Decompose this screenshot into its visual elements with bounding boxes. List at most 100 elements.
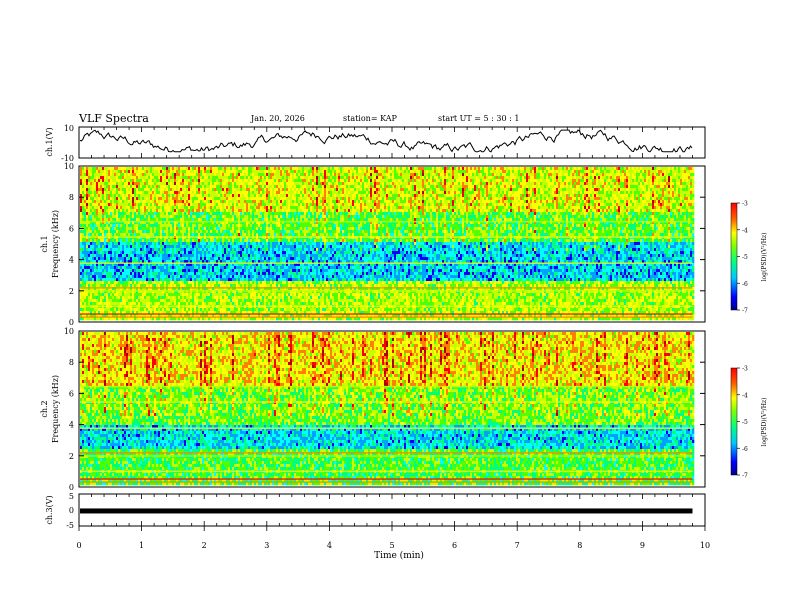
spectrogram-cell bbox=[120, 308, 122, 311]
spectrogram-cell bbox=[104, 302, 106, 305]
spectrogram-cell bbox=[88, 278, 90, 281]
spectrogram-cell bbox=[110, 233, 112, 236]
spectrogram-cell bbox=[114, 278, 116, 281]
spectrogram-cell bbox=[118, 227, 120, 230]
spectrogram-cell bbox=[110, 272, 112, 275]
spectrogram-cell bbox=[112, 185, 114, 188]
spectrogram-cell bbox=[84, 191, 86, 194]
spectrogram-cell bbox=[90, 194, 92, 197]
spectrogram-cell bbox=[94, 224, 96, 227]
spectrogram-cell bbox=[108, 194, 110, 197]
spectrogram-cell bbox=[106, 227, 108, 230]
spectrogram-cell bbox=[100, 239, 102, 242]
spectrogram-cell bbox=[102, 245, 104, 248]
spectrogram-cell bbox=[98, 209, 100, 212]
spectrogram-cell bbox=[84, 200, 86, 203]
spectrogram-cell bbox=[108, 278, 110, 281]
spectrogram-cell bbox=[120, 296, 122, 299]
spectrogram-cell bbox=[82, 167, 84, 170]
spectrogram-cell bbox=[98, 194, 100, 197]
spectrogram-cell bbox=[110, 242, 112, 245]
spectrogram-cell bbox=[96, 239, 98, 242]
spectrogram-cell bbox=[92, 182, 94, 185]
spectrogram-cell bbox=[82, 254, 84, 257]
spectrogram-cell bbox=[104, 245, 106, 248]
spectrogram-cell bbox=[116, 200, 118, 203]
spectrogram-cell bbox=[104, 227, 106, 230]
spectrogram-cell bbox=[120, 206, 122, 209]
spectrogram-cell bbox=[90, 200, 92, 203]
spectrogram-cell bbox=[94, 251, 96, 254]
spectrogram-cell bbox=[102, 257, 104, 260]
spectrogram-cell bbox=[88, 293, 90, 296]
spectrogram-cell bbox=[94, 239, 96, 242]
spectrogram-cell bbox=[84, 308, 86, 311]
spectrogram-cell bbox=[108, 224, 110, 227]
spectrogram-cell bbox=[104, 251, 106, 254]
spectrogram-cell bbox=[90, 212, 92, 215]
spectrogram-cell bbox=[108, 284, 110, 287]
spectrogram-cell bbox=[86, 293, 88, 296]
spectrogram-cell bbox=[86, 194, 88, 197]
ch1-waveform-line bbox=[80, 130, 692, 152]
spectrogram-cell bbox=[98, 170, 100, 173]
spectrogram-cell bbox=[86, 209, 88, 212]
spectrogram-cell bbox=[90, 227, 92, 230]
spectrogram-cell bbox=[110, 167, 112, 170]
spectrogram-cell bbox=[80, 224, 82, 227]
spectrogram-cell bbox=[114, 194, 116, 197]
spectrogram-cell bbox=[82, 209, 84, 212]
spectrogram-cell bbox=[100, 182, 102, 185]
spectrogram-cell bbox=[104, 242, 106, 245]
spectrogram-cell bbox=[92, 206, 94, 209]
spectrogram-cell bbox=[116, 173, 118, 176]
spectrogram-cell bbox=[102, 296, 104, 299]
spectrogram-cell bbox=[120, 278, 122, 281]
spectrogram-cell bbox=[98, 284, 100, 287]
spectrogram-cell bbox=[114, 176, 116, 179]
spectrogram-cell bbox=[94, 284, 96, 287]
spectrogram-cell bbox=[92, 218, 94, 221]
spectrogram-cell bbox=[80, 242, 82, 245]
spectrogram-cell bbox=[86, 239, 88, 242]
spectrogram-cell bbox=[106, 197, 108, 200]
spectrogram-cell bbox=[94, 308, 96, 311]
spectrogram-cell bbox=[114, 299, 116, 302]
spectrogram-cell bbox=[94, 179, 96, 182]
spectrogram-cell bbox=[104, 215, 106, 218]
spectrogram-cell bbox=[84, 239, 86, 242]
spectrogram-cell bbox=[114, 251, 116, 254]
spectrogram-cell bbox=[110, 293, 112, 296]
spectrogram-cell bbox=[80, 272, 82, 275]
spectrogram-cell bbox=[104, 266, 106, 269]
spectrogram-cell bbox=[86, 308, 88, 311]
spectrogram-cell bbox=[120, 251, 122, 254]
spectrogram-cell bbox=[96, 182, 98, 185]
spectrogram-cell bbox=[94, 242, 96, 245]
spectrogram-cell bbox=[100, 206, 102, 209]
spectrogram-cell bbox=[112, 206, 114, 209]
spectrogram-cell bbox=[106, 245, 108, 248]
spectrogram-cell bbox=[102, 266, 104, 269]
spectrogram-cell bbox=[108, 206, 110, 209]
spectrogram-cell bbox=[80, 209, 82, 212]
spectrogram-cell bbox=[120, 200, 122, 203]
spectrogram-cell bbox=[106, 299, 108, 302]
spectrogram-cell bbox=[118, 179, 120, 182]
spectrogram-cell bbox=[114, 212, 116, 215]
spectrogram-cell bbox=[118, 209, 120, 212]
spectrogram-cell bbox=[100, 203, 102, 206]
spectrogram-cell bbox=[88, 197, 90, 200]
spectrogram-cell bbox=[120, 242, 122, 245]
spectrogram-cell bbox=[118, 233, 120, 236]
spectrogram-cell bbox=[90, 293, 92, 296]
spectrogram-cell bbox=[110, 179, 112, 182]
spectrogram-cell bbox=[84, 227, 86, 230]
spectrogram-cell bbox=[116, 203, 118, 206]
spectrogram-cell bbox=[96, 293, 98, 296]
spectrogram-cell bbox=[102, 206, 104, 209]
spectrogram-cell bbox=[80, 203, 82, 206]
spectrogram-cell bbox=[110, 212, 112, 215]
spectrogram-cell bbox=[106, 275, 108, 278]
spectrogram-cell bbox=[114, 203, 116, 206]
